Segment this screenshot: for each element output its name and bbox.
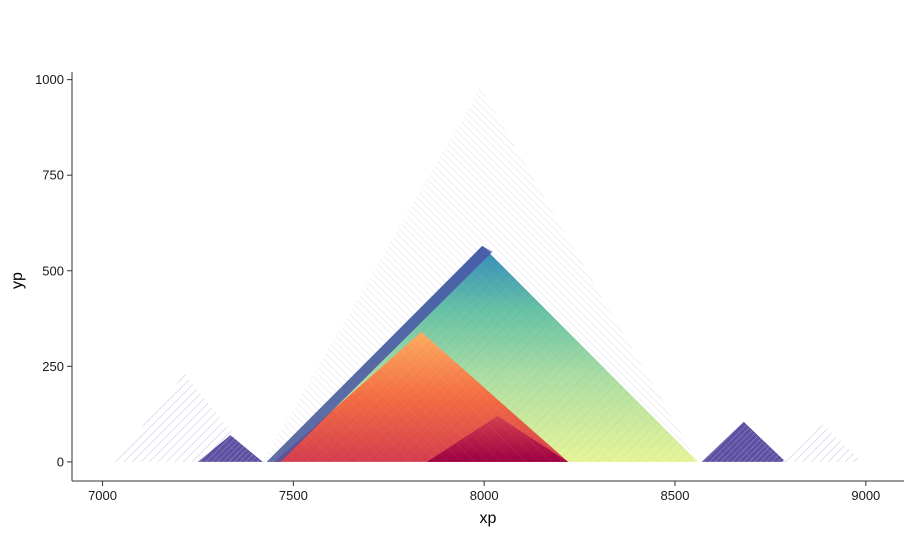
x-ticks: 7000 7500 8000 8500 9000 (88, 481, 880, 503)
x-axis-title: xp (480, 510, 497, 527)
y-tick-label: 1000 (35, 72, 64, 87)
x-tick-label: 7500 (279, 488, 308, 503)
y-tick-label: 250 (42, 359, 64, 374)
domain-right-sparse (781, 423, 863, 462)
y-tick-label: 500 (42, 263, 64, 278)
domain-left-sparse (113, 373, 256, 462)
domain-texture (426, 416, 569, 462)
x-tick-label: 7000 (88, 488, 117, 503)
x-tick-label: 9000 (851, 488, 880, 503)
y-tick-label: 750 (42, 168, 64, 183)
axes: 7000 7500 8000 8500 9000 0 250 500 750 1000 xp y… (9, 72, 904, 527)
domain-edge-band (266, 245, 493, 462)
y-axis-title: yp (9, 272, 26, 289)
domain-texture (701, 421, 786, 462)
x-tick-label: 8000 (470, 488, 499, 503)
y-ticks: 0 250 500 750 1000 (35, 72, 72, 469)
plot-area (113, 87, 863, 462)
domain-texture (197, 435, 263, 462)
x-tick-label: 8500 (661, 488, 690, 503)
y-tick-label: 0 (57, 454, 64, 469)
